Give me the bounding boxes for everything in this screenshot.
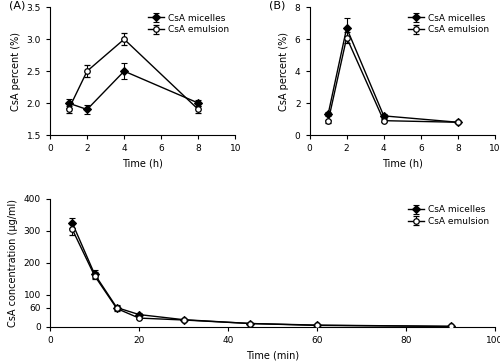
Y-axis label: CsA percent (%): CsA percent (%) [11, 32, 21, 111]
Legend: CsA micelles, CsA emulsion: CsA micelles, CsA emulsion [146, 12, 231, 36]
Y-axis label: CsA percent (%): CsA percent (%) [279, 32, 289, 111]
Y-axis label: CsA concentration (μg/ml): CsA concentration (μg/ml) [8, 199, 18, 327]
Legend: CsA micelles, CsA emulsion: CsA micelles, CsA emulsion [406, 203, 490, 228]
Legend: CsA micelles, CsA emulsion: CsA micelles, CsA emulsion [406, 12, 490, 36]
X-axis label: Time (h): Time (h) [382, 159, 422, 169]
Text: (B): (B) [269, 1, 285, 11]
Text: (A): (A) [9, 1, 26, 11]
X-axis label: Time (min): Time (min) [246, 350, 299, 360]
X-axis label: Time (h): Time (h) [122, 159, 163, 169]
